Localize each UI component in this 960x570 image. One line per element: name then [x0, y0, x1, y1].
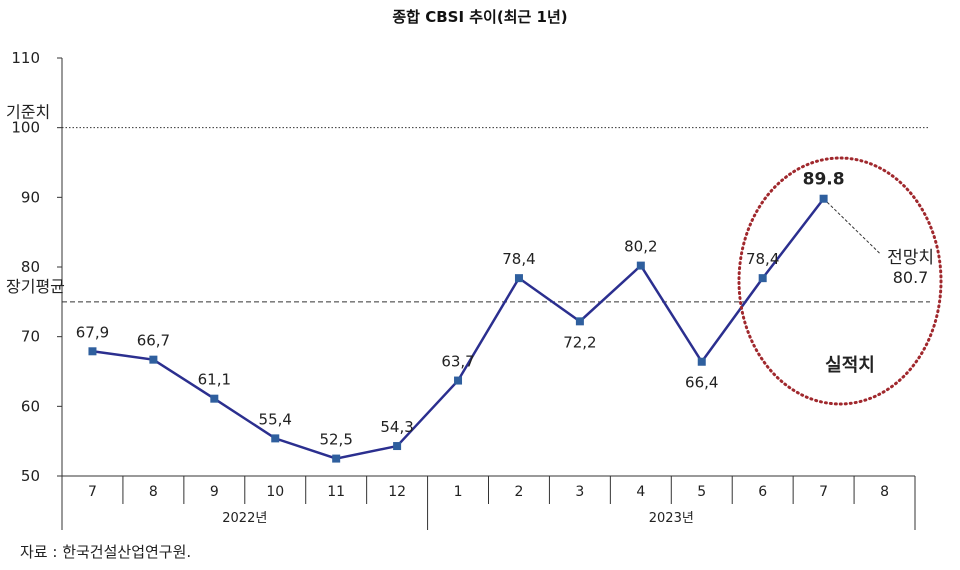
- data-point: [332, 454, 341, 463]
- data-point: [819, 194, 828, 203]
- data-label: 78,4: [502, 250, 535, 268]
- y-tick-label: 100: [11, 119, 40, 137]
- data-point: [758, 274, 767, 283]
- x-tick-label: 5: [697, 484, 706, 500]
- data-point: [393, 442, 402, 451]
- x-tick-label: 2: [515, 484, 524, 500]
- forecast-connector-line: [823, 198, 881, 255]
- x-tick-label: 9: [210, 484, 219, 500]
- data-label: 72,2: [563, 333, 596, 351]
- cbsi-series-line: [92, 197, 825, 460]
- data-label: 61,1: [198, 371, 231, 389]
- y-tick-label: 80: [21, 258, 40, 276]
- actual-highlight-label: 실적치: [825, 355, 875, 376]
- y-tick-label: 70: [21, 328, 40, 346]
- data-label: 67,9: [76, 323, 109, 341]
- x-tick-label: 3: [575, 484, 584, 500]
- x-tick-label: 7: [819, 484, 828, 500]
- y-tick-label: 110: [11, 49, 40, 67]
- year-label: 2022년: [222, 511, 267, 526]
- x-tick-label: 8: [880, 484, 889, 500]
- data-point: [210, 394, 219, 403]
- data-label: 66,7: [137, 332, 170, 350]
- x-tick-label: 4: [636, 484, 645, 500]
- x-tick-label: 11: [327, 484, 345, 500]
- data-label: 89.8: [803, 170, 845, 190]
- data-label: 63,7: [441, 353, 474, 371]
- data-point: [149, 355, 158, 364]
- x-tick-label: 1: [454, 484, 463, 500]
- data-label: 80,2: [624, 238, 657, 256]
- year-label: 2023년: [649, 511, 694, 526]
- data-point: [636, 261, 645, 270]
- data-point: [697, 357, 706, 366]
- data-point: [454, 376, 463, 385]
- y-tick-label: 90: [21, 188, 40, 206]
- chart-title: 종합 CBSI 추이(최근 1년): [392, 8, 568, 26]
- actual-highlight-ellipse: [737, 156, 943, 406]
- data-label: 55,4: [259, 410, 292, 428]
- x-tick-label: 10: [266, 484, 284, 500]
- source-note: 자료 : 한국건설산업연구원.: [20, 543, 192, 561]
- data-point: [514, 274, 523, 283]
- x-tick-label: 8: [149, 484, 158, 500]
- baseline-reference-label: 기준치: [6, 103, 50, 122]
- x-tick-label: 12: [388, 484, 406, 500]
- data-label: 52,5: [319, 431, 352, 449]
- forecast-title: 전망치: [887, 248, 934, 268]
- x-tick-label: 7: [88, 484, 97, 500]
- data-label: 66,4: [685, 374, 718, 392]
- long-term-average-label: 장기평균: [6, 277, 65, 296]
- data-label: 54,3: [380, 418, 413, 436]
- y-tick-label: 60: [21, 397, 40, 415]
- data-point: [88, 347, 97, 356]
- y-tick-label: 50: [21, 467, 40, 485]
- data-label: 78,4: [746, 250, 779, 268]
- data-point: [575, 317, 584, 326]
- data-point: [271, 434, 280, 443]
- forecast-value: 80.7: [893, 268, 929, 287]
- x-tick-label: 6: [758, 484, 767, 500]
